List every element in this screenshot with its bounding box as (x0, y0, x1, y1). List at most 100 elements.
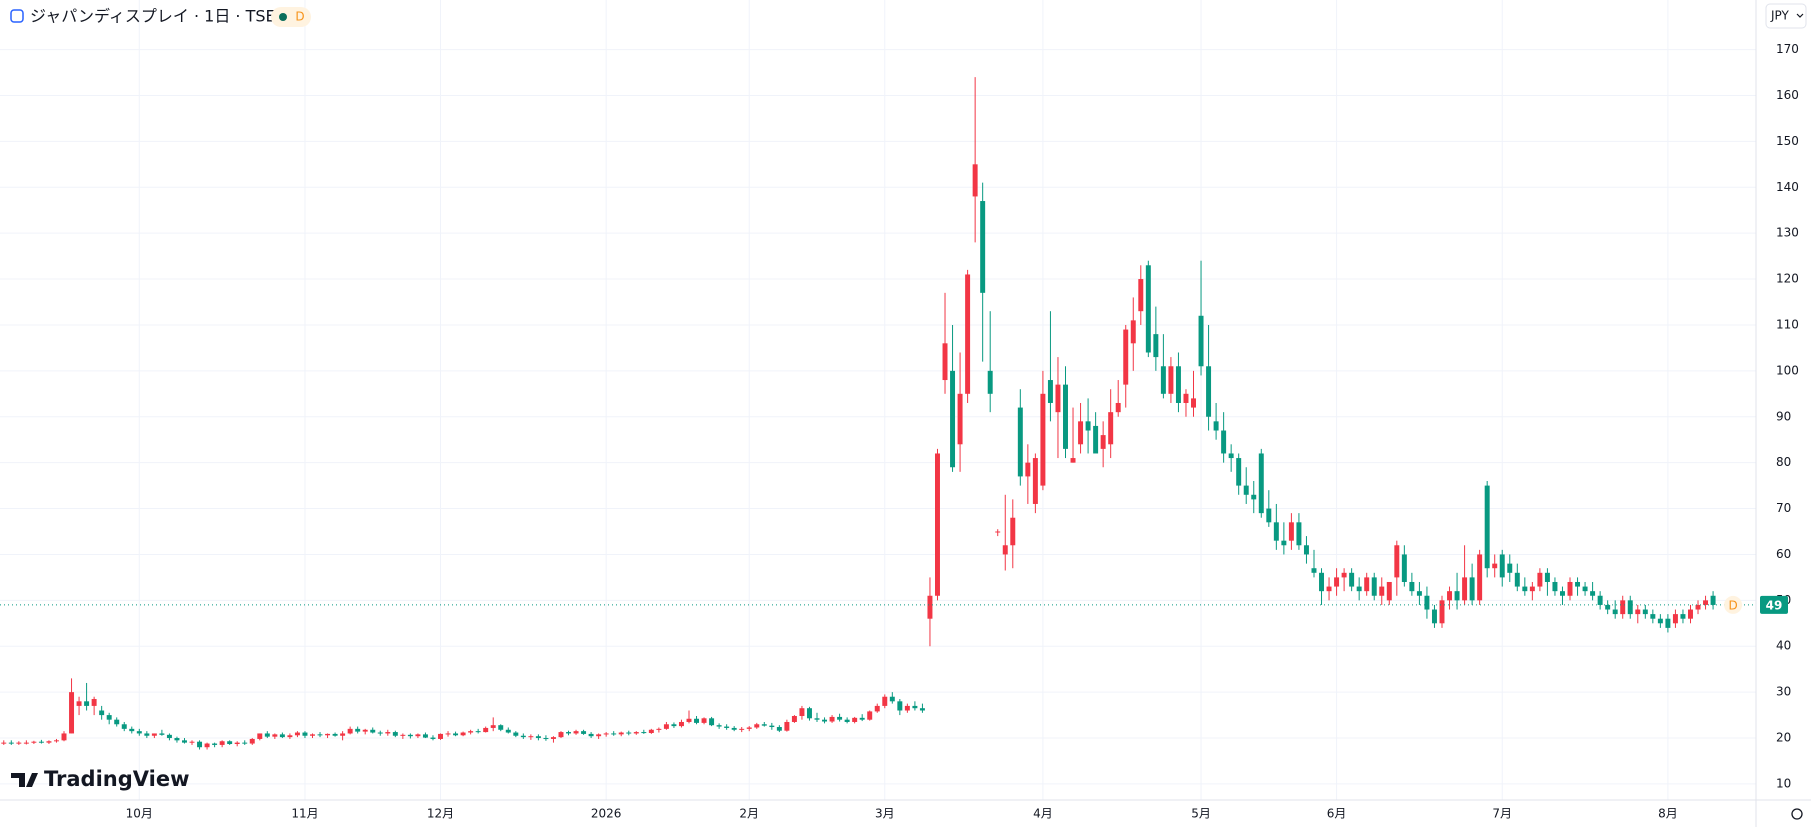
candle-body (1394, 545, 1400, 578)
candle-body (46, 741, 52, 743)
candle-body (829, 716, 835, 722)
candle-body (1236, 458, 1242, 486)
candle-body (1379, 586, 1385, 596)
last-price-box (1760, 595, 1788, 614)
candle-body (498, 725, 504, 730)
candle-body (257, 733, 263, 739)
candle-body (490, 725, 496, 728)
candle-body (69, 692, 75, 734)
candle-body (867, 711, 873, 720)
candle-body (671, 724, 677, 727)
candle-body (919, 708, 925, 711)
candle-body (611, 733, 617, 735)
brand-icon (11, 773, 38, 787)
candle-body (1175, 366, 1181, 403)
candle-body (16, 742, 22, 744)
candle-body (716, 725, 722, 727)
candle-body (234, 742, 240, 745)
interval-badge: D (295, 10, 304, 24)
candles (1, 77, 1716, 750)
x-tick-label: 5月 (1191, 807, 1211, 821)
candle-body (1243, 485, 1249, 495)
candle-body (174, 738, 180, 741)
candle-body (355, 728, 361, 732)
candle-body (678, 721, 684, 727)
interval-marker-bg (1724, 595, 1743, 614)
candle-body (731, 727, 737, 730)
y-tick-label: 20 (1776, 731, 1791, 745)
candle-body (1620, 600, 1626, 615)
candle-body (1070, 458, 1076, 463)
y-tick-label: 100 (1776, 363, 1799, 377)
candle-body (400, 734, 406, 736)
candle-body (633, 732, 639, 734)
x-tick-label: 7月 (1492, 807, 1512, 821)
candle-body (8, 742, 14, 744)
candle-body (325, 733, 331, 736)
candle-body (1100, 435, 1106, 449)
candle-body (1040, 393, 1046, 486)
candle-body (950, 370, 956, 468)
candle-body (550, 737, 556, 739)
candle-body (709, 718, 715, 726)
candle-body (189, 741, 195, 743)
candle-body (287, 735, 293, 738)
x-tick-label: 10月 (126, 807, 153, 821)
y-tick-label: 80 (1776, 455, 1791, 469)
candle-body (445, 733, 451, 735)
candle-body (784, 721, 790, 731)
candle-body (1477, 554, 1483, 601)
candle-body (844, 719, 850, 722)
candle-body (76, 701, 82, 706)
candle-body (392, 732, 398, 736)
candle-body (422, 734, 428, 738)
candle-body (791, 716, 797, 722)
candle-body (566, 732, 572, 734)
candle-body (573, 731, 579, 734)
candle-body (769, 725, 775, 728)
candle-body (1221, 430, 1227, 454)
candle-body (581, 731, 587, 734)
y-tick-label: 60 (1776, 547, 1791, 561)
candle-body (746, 727, 752, 729)
candle-body (822, 719, 828, 722)
candle-body (1424, 595, 1430, 610)
candle-body (1605, 604, 1611, 610)
candle-body (806, 708, 812, 719)
candle-body (1047, 380, 1053, 403)
settings-icon[interactable] (1791, 808, 1803, 820)
candle-body (987, 370, 993, 394)
candle-body (453, 733, 459, 736)
candle-body (212, 743, 218, 745)
currency-button[interactable] (1765, 3, 1807, 29)
candle-body (603, 733, 609, 735)
candle-body (1183, 393, 1189, 403)
interval-marker: D (1728, 598, 1737, 612)
candle-body (1123, 329, 1129, 385)
candle-body (724, 726, 730, 728)
candle-body (1266, 508, 1272, 523)
x-tick-label: 11月 (291, 807, 318, 821)
candle-body (1590, 591, 1596, 596)
candle-body (159, 733, 165, 735)
candle-body (91, 699, 97, 706)
candle-body (1559, 591, 1565, 596)
x-tick-label: 2026 (591, 807, 622, 821)
currency-label[interactable]: JPY (1770, 9, 1790, 23)
candle-body (415, 734, 421, 737)
candle-body (1002, 545, 1008, 555)
candle-body (1063, 384, 1068, 449)
candle-body (927, 595, 933, 619)
candle-body (227, 741, 233, 745)
candle-body (475, 731, 481, 733)
candle-body (1499, 554, 1505, 578)
candle-body (1416, 591, 1422, 596)
candle-body (980, 201, 986, 293)
candle-body (204, 743, 210, 748)
candle-body (1326, 586, 1332, 592)
candle-body (294, 732, 300, 736)
candle-body (1334, 577, 1340, 587)
candle-body (1627, 600, 1633, 615)
candle-body (61, 733, 67, 741)
